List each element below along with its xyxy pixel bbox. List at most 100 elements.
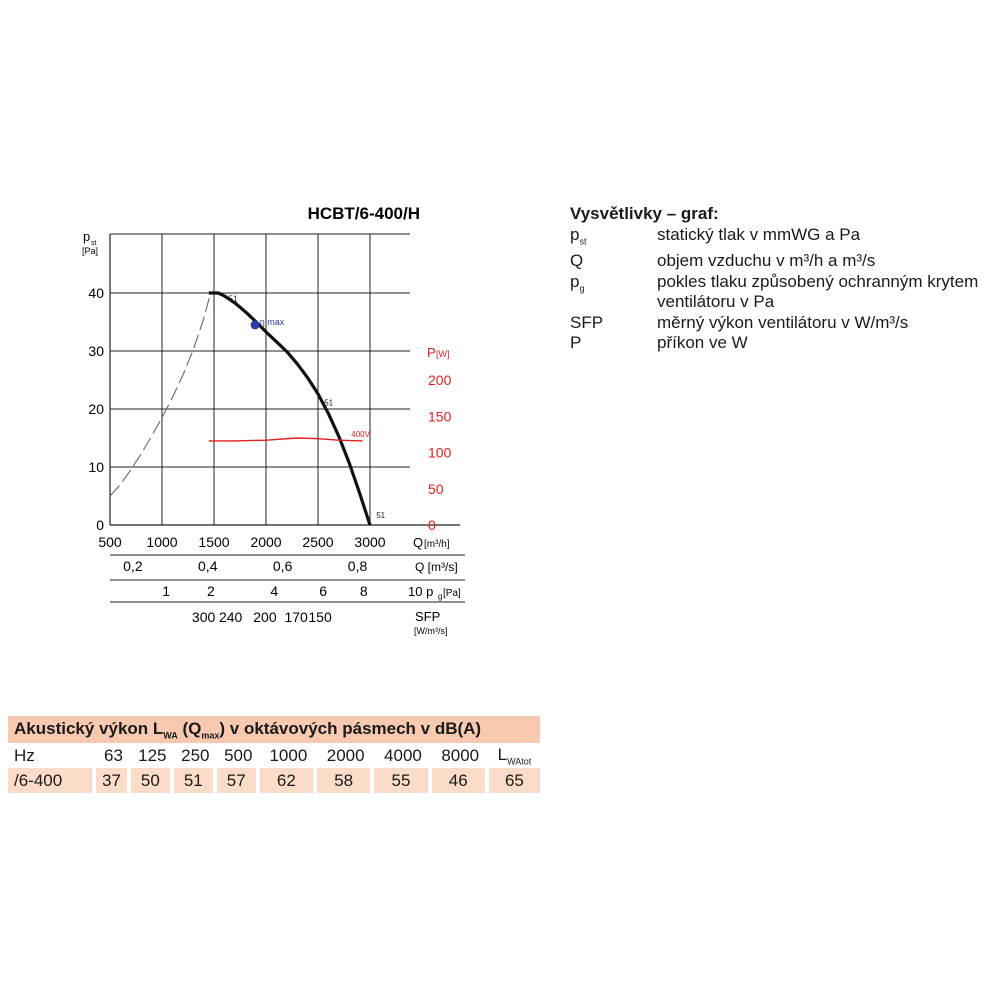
secondary-scales: 0,2 0,4 0,6 0,8 Q [m³/s] 1 2 4 6 8 10 p g [Pa] 300 240… — [110, 554, 465, 636]
y2-tick-label: 50 — [428, 481, 444, 497]
scale-tick-label: 200 — [253, 609, 277, 625]
legend-item: SFP měrný výkon ventilátoru v W/m³/s — [570, 313, 995, 334]
scale-tick-label: 0,8 — [348, 558, 368, 574]
band-value: 37 — [96, 768, 131, 793]
band-value: 50 — [130, 768, 174, 793]
values-row: /6-400 37 50 51 57 62 58 55 46 65 — [8, 768, 540, 793]
chart-title: HCBT/6-400/H — [308, 204, 420, 223]
total-header: LWAtot — [497, 744, 532, 767]
band-header: 4000 — [384, 745, 422, 765]
legend-symbol: SFP — [570, 312, 604, 332]
series-pst-line — [208, 291, 372, 526]
band-value: 57 — [216, 768, 260, 793]
scale-tick-label: 0,6 — [273, 558, 293, 574]
band-value: 55 — [374, 768, 432, 793]
scale-tick-label: 1 — [162, 583, 170, 599]
y-tick-label: 0 — [96, 517, 104, 533]
legend-description: objem vzduchu v m³/h a m³/s — [657, 251, 876, 271]
scale-tick-label: 150 — [308, 609, 332, 625]
y2-tick-label: 150 — [428, 408, 452, 424]
x-tick-label: 2000 — [250, 534, 281, 550]
series-pg-line — [109, 295, 211, 497]
scale-tick-label: 240 — [219, 609, 243, 625]
scale-tick-label: 2 — [207, 583, 215, 599]
scale-tick-label: 170 — [284, 609, 308, 625]
y-tick-label: 10 — [88, 459, 104, 475]
performance-chart: HCBT/6-400/H 500 1000 1500 2000 2500 30000102… — [82, 204, 465, 636]
band-header: 250 — [181, 745, 210, 765]
frequency-row: Hz 63 125 250 500 1000 2000 4000 8000 LWAtot — [8, 743, 540, 768]
scale-tick-label: 4 — [270, 583, 278, 599]
legend-title: Vysvětlivky – graf: — [570, 204, 719, 223]
band-header: 1000 — [269, 745, 308, 765]
chart-labels: 500 1000 1500 2000 2500 3000 0 10 20 30 40 p st[Pa] 0… — [82, 229, 452, 550]
band-value: 65 — [488, 768, 540, 793]
eta-max-label: η max — [260, 317, 285, 327]
x-tick-label: 2500 — [302, 534, 333, 550]
y-axis-label: p — [83, 229, 90, 244]
chart-grid — [110, 233, 410, 525]
band-header: 125 — [138, 745, 167, 765]
scale-label: SFP — [415, 609, 440, 624]
y-tick-label: 30 — [88, 343, 104, 359]
scale-tick-label: 6 — [319, 583, 327, 599]
y-tick-label: 40 — [88, 285, 104, 301]
legend-symbol: P — [570, 333, 582, 353]
series-400v-line — [208, 437, 363, 442]
band-value: 46 — [431, 768, 489, 793]
legend-description: příkon ve W — [657, 333, 748, 353]
scale-tick-label: 0,2 — [123, 558, 143, 574]
x-tick-label: 3000 — [354, 534, 385, 550]
curve-annotation: 51 — [229, 295, 238, 304]
band-header: 500 — [224, 745, 253, 765]
scale-tick-label: 0,4 — [198, 558, 218, 574]
scale-tick-label: 8 — [360, 583, 368, 599]
legend-description: statický tlak v mmWG a Pa — [657, 224, 861, 244]
legend-symbol: pst — [570, 224, 587, 246]
chart-axes — [109, 234, 460, 526]
band-value: 62 — [259, 768, 318, 793]
curve-annotation: 51 — [324, 399, 333, 408]
legend-description: pokles tlaku způsobený ochranným krytem … — [657, 271, 979, 312]
scale-tick-label: 300 — [192, 609, 216, 625]
hz-label: Hz — [14, 745, 35, 765]
eta-max-marker — [250, 320, 260, 330]
acoustic-table: Akustický výkon LWA (Qmax) v oktávových … — [8, 716, 540, 793]
y2-tick-label: 100 — [428, 445, 452, 461]
y-axis-label-sub: st — [91, 240, 97, 247]
y2-tick-label: 200 — [428, 372, 452, 388]
chart-series — [109, 291, 372, 526]
scale-label-unit: [Pa] — [443, 588, 461, 599]
band-value: 51 — [173, 768, 217, 793]
band-header: 8000 — [441, 745, 480, 765]
legend-symbol: Q — [570, 251, 584, 271]
x-tick-label: 500 — [98, 534, 122, 550]
band-header: 63 — [104, 745, 123, 765]
y2-axis-unit: [W] — [436, 349, 450, 359]
legend-description: měrný výkon ventilátoru v W/m³/s — [657, 312, 909, 332]
curve-annotation: 400V — [351, 430, 370, 439]
y-tick-label: 20 — [88, 401, 104, 417]
x-tick-label: 1000 — [146, 534, 177, 550]
x-tick-label: 1500 — [198, 534, 229, 550]
scale-unit: [W/m³/s] — [414, 626, 448, 636]
legend-symbol: pg — [570, 271, 585, 294]
curve-annotation: 51 — [376, 511, 385, 520]
band-header: 2000 — [326, 745, 365, 765]
y-axis-unit: [Pa] — [82, 246, 98, 256]
legend-panel: Vysvětlivky – graf: pst statický tlak v m… — [570, 204, 995, 354]
y2-axis-label: P — [427, 345, 436, 360]
acoustic-title: Akustický výkon LWA (Qmax) v oktávových … — [8, 716, 540, 743]
legend-item: pg pokles tlaku způsobený ochranným kryte… — [570, 272, 995, 313]
scale-label-sub: g — [438, 592, 442, 601]
band-value: 58 — [317, 768, 375, 793]
legend-item: pst statický tlak v mmWG a Pa — [570, 225, 995, 252]
scale-label: 10 p — [408, 584, 433, 599]
x-axis-unit: [m³/h] — [424, 539, 450, 550]
scale-label: Q [m³/s] — [415, 560, 458, 574]
y2-tick-label: 0 — [428, 517, 436, 533]
x-axis-label: Q — [413, 535, 423, 550]
